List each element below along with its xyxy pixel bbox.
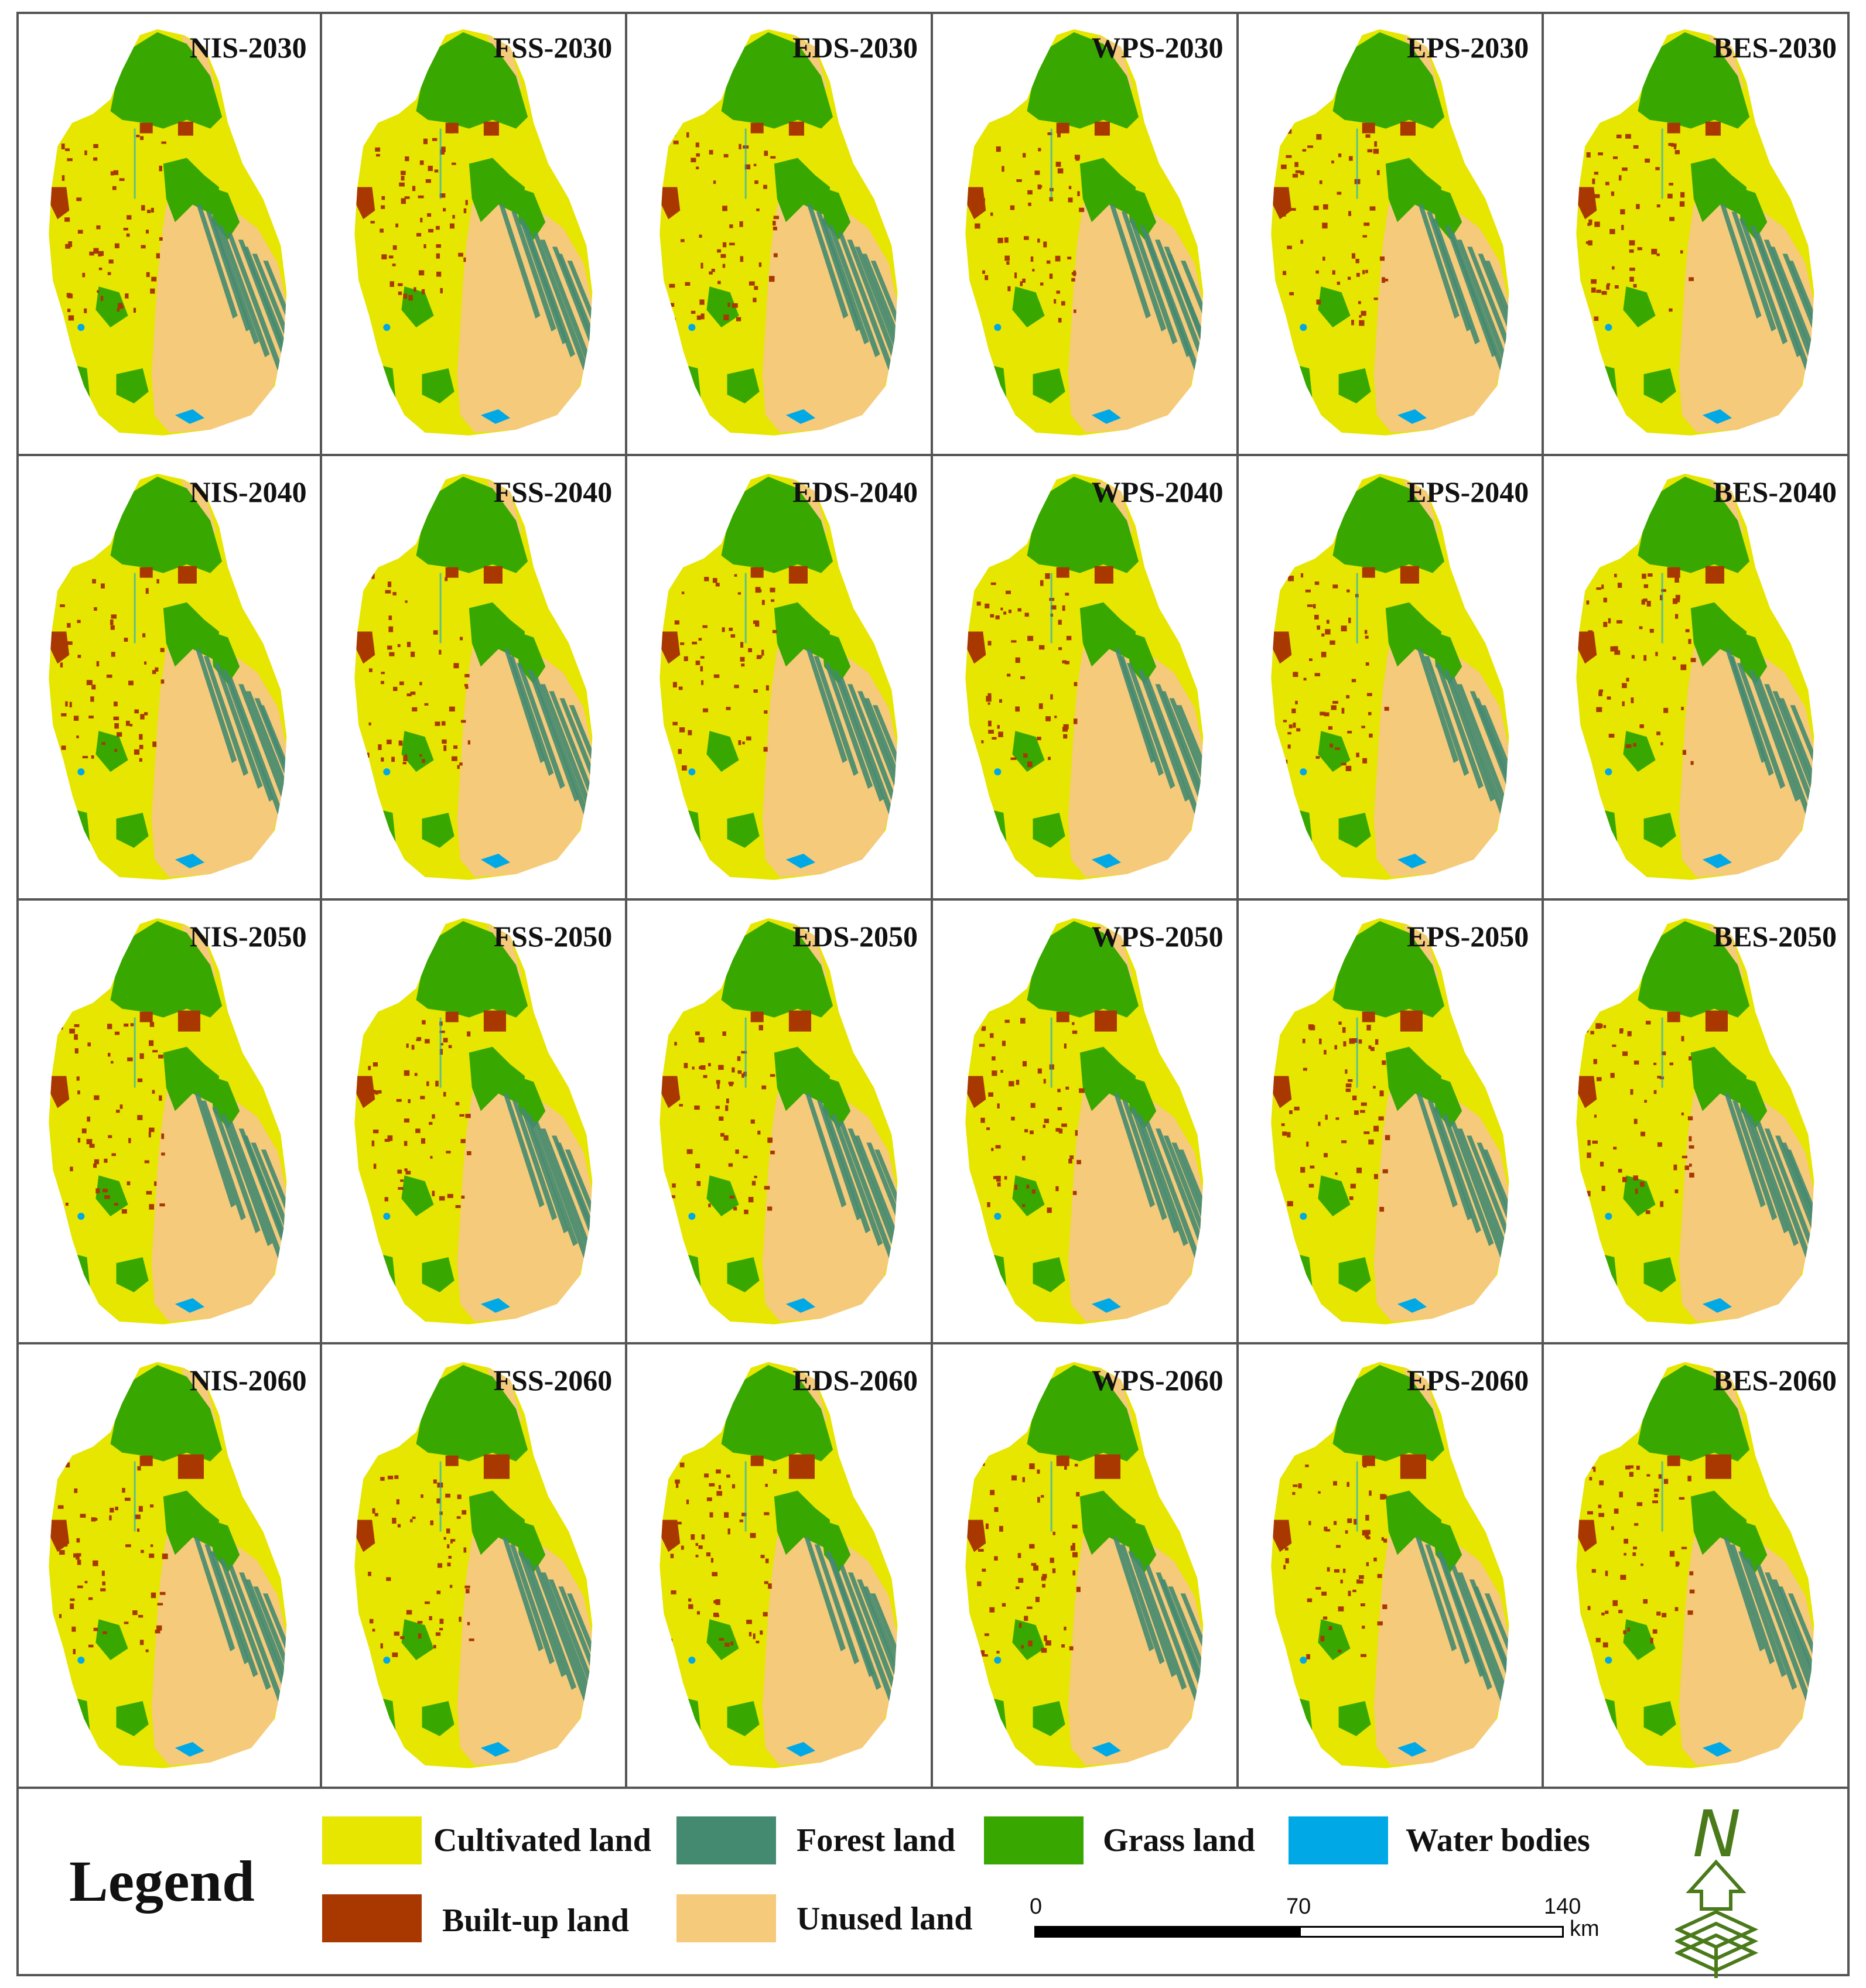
swatch-cultivated-land [322, 1816, 422, 1864]
map-panel: NIS-2060 [16, 1344, 322, 1789]
swatch-forest-land [676, 1816, 776, 1864]
scale-tick-0: 0 [1030, 1894, 1043, 1919]
panel-label: BES-2050 [1713, 919, 1837, 953]
swatch-unused-land [676, 1894, 776, 1942]
map-panel: EPS-2060 [1238, 1344, 1544, 1789]
map-panel: WPS-2050 [933, 900, 1239, 1345]
legend-label-forest-land: Forest land [797, 1822, 956, 1859]
map-panel: EDS-2060 [627, 1344, 933, 1789]
land-use-map [659, 918, 898, 1325]
map-panel: EPS-2050 [1238, 900, 1544, 1345]
legend-label-grass-land: Grass land [1103, 1822, 1255, 1859]
swatch-built-up-land [322, 1894, 422, 1942]
panel-label: NIS-2050 [189, 919, 307, 953]
land-use-map [49, 29, 287, 436]
map-panel: BES-2040 [1544, 456, 1850, 901]
land-use-map [49, 473, 287, 880]
land-use-map [1576, 473, 1814, 880]
land-use-map [354, 918, 593, 1325]
panel-label: EDS-2040 [792, 475, 918, 508]
land-use-map [965, 918, 1204, 1325]
map-panel: EDS-2050 [627, 900, 933, 1345]
map-panel: EDS-2030 [627, 12, 933, 456]
panel-label: EDS-2050 [792, 919, 918, 953]
map-panel: EDS-2040 [627, 456, 933, 901]
land-use-map [354, 1362, 593, 1769]
land-use-map [659, 473, 898, 880]
map-panel: FSS-2050 [322, 900, 628, 1345]
panel-label: FSS-2030 [493, 31, 613, 64]
map-panel: BES-2030 [1544, 12, 1850, 456]
panel-label: EDS-2030 [792, 31, 918, 64]
panel-label: FSS-2050 [493, 919, 613, 953]
map-grid: NIS-2030 FSS-2030 EDS-2030 WPS-2030 EPS-2030… [16, 12, 1850, 1789]
land-use-map [1270, 29, 1509, 436]
panel-label: EDS-2060 [792, 1364, 918, 1397]
panel-label: WPS-2040 [1091, 475, 1224, 508]
land-use-map [354, 29, 593, 436]
land-use-map [354, 473, 593, 880]
map-panel: FSS-2030 [322, 12, 628, 456]
map-panel: WPS-2060 [933, 1344, 1239, 1789]
scale-bar-white [1299, 1926, 1564, 1938]
panel-label: WPS-2060 [1091, 1364, 1224, 1397]
north-letter: N [1693, 1797, 1741, 1871]
legend-label-water-bodies: Water bodies [1406, 1822, 1590, 1859]
scale-tick-70: 70 [1286, 1894, 1311, 1919]
land-use-map [1576, 918, 1814, 1325]
legend-label-built-up-land: Built-up land [442, 1903, 630, 1939]
land-use-map [1576, 1362, 1814, 1769]
panel-label: NIS-2040 [189, 475, 307, 508]
land-use-map [49, 1362, 287, 1769]
land-use-map [659, 29, 898, 436]
panel-label: NIS-2060 [189, 1364, 307, 1397]
swatch-grass-land [984, 1816, 1084, 1864]
land-use-map [1270, 473, 1509, 880]
figure-frame [16, 12, 1850, 1976]
legend-label-unused-land: Unused land [797, 1901, 973, 1937]
panel-label: WPS-2050 [1091, 919, 1224, 953]
panel-label: EPS-2050 [1406, 919, 1529, 953]
map-panel: NIS-2040 [16, 456, 322, 901]
panel-label: BES-2030 [1713, 31, 1837, 64]
map-panel: EPS-2030 [1238, 12, 1544, 456]
map-panel: WPS-2030 [933, 12, 1239, 456]
panel-label: FSS-2040 [493, 475, 613, 508]
north-arrow-icon: N [1675, 1797, 1759, 1978]
panel-label: WPS-2030 [1091, 31, 1224, 64]
panel-label: BES-2040 [1713, 475, 1837, 508]
land-use-map [965, 473, 1204, 880]
legend-label-cultivated-land: Cultivated land [433, 1822, 651, 1859]
map-panel: BES-2060 [1544, 1344, 1850, 1789]
panel-label: EPS-2040 [1406, 475, 1529, 508]
legend: Legend Cultivated land Forest land Grass… [16, 1789, 1850, 1976]
map-panel: EPS-2040 [1238, 456, 1544, 901]
land-use-map [1576, 29, 1814, 436]
scale-bar-black [1034, 1926, 1299, 1938]
panel-label: BES-2060 [1713, 1364, 1837, 1397]
map-panel: WPS-2040 [933, 456, 1239, 901]
map-panel: BES-2050 [1544, 901, 1850, 1345]
land-use-map [659, 1362, 898, 1769]
map-panel: NIS-2050 [16, 900, 322, 1345]
scale-tick-140: 140 [1544, 1894, 1581, 1919]
land-use-map [49, 918, 287, 1325]
swatch-water-bodies [1289, 1816, 1388, 1864]
land-use-map [1270, 918, 1509, 1325]
panel-label: FSS-2060 [493, 1364, 613, 1397]
map-panel: FSS-2060 [322, 1344, 628, 1789]
map-panel: NIS-2030 [16, 12, 322, 456]
land-use-map [965, 1362, 1204, 1769]
panel-label: NIS-2030 [189, 31, 307, 64]
panel-label: EPS-2030 [1406, 31, 1529, 64]
land-use-map [1270, 1362, 1509, 1769]
land-use-map [965, 29, 1204, 436]
panel-label: EPS-2060 [1406, 1364, 1529, 1397]
legend-title: Legend [69, 1849, 255, 1914]
map-panel: FSS-2040 [322, 456, 628, 901]
scale-unit: km [1570, 1917, 1600, 1941]
